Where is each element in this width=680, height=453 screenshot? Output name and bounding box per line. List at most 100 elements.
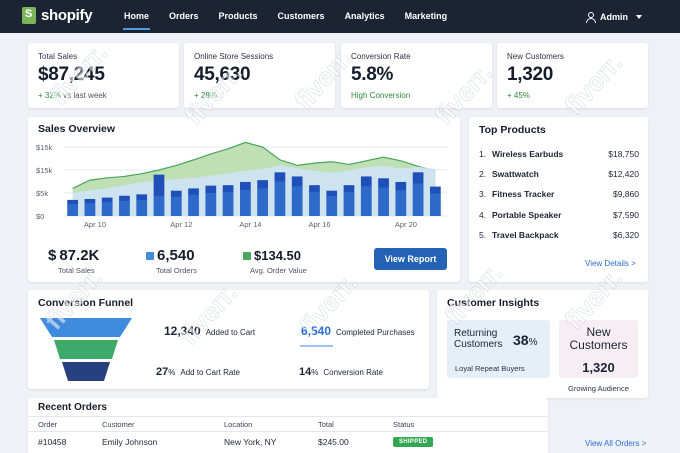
sales-bar-light <box>188 194 199 216</box>
sales-bar-light <box>412 183 424 216</box>
sales-bar-light <box>136 199 148 216</box>
sales-bar-light <box>153 195 165 216</box>
returning-customers-label: Returning Customers <box>454 328 503 350</box>
sales-bar-light <box>343 192 355 216</box>
returning-customers-stat: 38% <box>513 332 537 348</box>
divider <box>28 431 548 432</box>
product-revenue: $18,750 <box>608 149 639 159</box>
sales-bar-light <box>291 186 303 216</box>
sales-bar-light <box>378 187 389 216</box>
kpi-value: 5.8% <box>351 64 394 85</box>
column-header-total[interactable]: Total <box>318 420 334 429</box>
y-tick-label: $15k <box>36 143 53 152</box>
add-to-cart-rate-value: 27 <box>156 366 169 378</box>
funnel-middle-stage <box>54 340 118 359</box>
kpi-value: 1,320 <box>507 64 554 85</box>
sales-bar-light <box>360 186 372 216</box>
plus-icon: + <box>194 91 199 100</box>
kpi-label: Total Sales <box>38 52 78 61</box>
recent-orders-card: Recent Orders Order Customer Location To… <box>28 398 548 453</box>
product-rank: 2. <box>479 169 487 179</box>
user-menu[interactable]: Admin <box>585 0 642 33</box>
view-report-button[interactable]: View Report <box>374 248 447 270</box>
list-item[interactable]: 3. Fitness Tracker $9,860 <box>479 189 639 199</box>
product-name: Fitness Tracker <box>492 189 555 199</box>
sales-bar-light <box>205 193 217 216</box>
kpi-delta-value: 28% <box>200 91 217 100</box>
column-header-order[interactable]: Order <box>38 420 58 429</box>
sales-bar <box>343 185 355 216</box>
list-item[interactable]: 2. Swattwatch $12,420 <box>479 169 639 179</box>
blue-square-icon <box>146 251 154 260</box>
column-header-location[interactable]: Location <box>224 420 253 429</box>
percent-sign: % <box>168 368 176 377</box>
sales-bar-light <box>101 202 113 216</box>
kpi-card-total-sales[interactable]: Total Sales $87,245 + 32% vs last week <box>28 43 179 108</box>
column-header-customer[interactable]: Customer <box>102 420 135 429</box>
nav-customers[interactable]: Customers <box>277 11 325 21</box>
add-to-cart-rate-stat: 27% Add to Cart Rate <box>156 366 240 378</box>
list-item[interactable]: 4. Portable Speaker $7,590 <box>479 210 639 220</box>
sales-chart: $15k $15k $5k $0 Apr 10 Apr 12 Apr 14 Apr 16 Apr… <box>36 141 448 229</box>
kpi-card-conversion-rate[interactable]: Conversion Rate 5.8% High Conversion <box>341 43 492 108</box>
completed-purchases-label: Completed Purchases <box>336 328 415 337</box>
completed-purchases-stat: 6,540 Completed Purchases <box>301 324 415 338</box>
top-products-card: Top Products 1. Wireless Earbuds $18,750… <box>469 117 648 282</box>
product-rank: 3. <box>479 189 487 199</box>
card-title: Top Products <box>479 124 546 136</box>
y-tick-label: $0 <box>36 212 44 221</box>
total-sales-stat: $ 87.2K <box>48 247 99 264</box>
view-details-link[interactable]: View Details > <box>585 259 636 268</box>
sales-bar-light <box>240 189 251 216</box>
sales-bar <box>309 185 320 216</box>
product-revenue: $6,320 <box>613 230 639 240</box>
divider <box>300 345 333 347</box>
sales-bar <box>412 172 424 216</box>
customer-insights-card: Customer Insights Returning Customers 38… <box>437 290 648 398</box>
percent-sign: % <box>528 337 538 348</box>
sales-bar <box>101 197 113 216</box>
card-title: Customer Insights <box>447 297 540 309</box>
aov-stat: $134.50 <box>243 248 301 263</box>
sales-bar-light <box>395 190 407 216</box>
sales-bar <box>291 176 303 216</box>
new-customers-caption: Growing Audience <box>568 384 629 393</box>
product-name: Travel Backpack <box>492 230 559 240</box>
funnel-graphic <box>40 318 132 381</box>
sales-bar-light <box>84 203 96 216</box>
conversion-rate-value: 14 <box>299 366 312 378</box>
kpi-delta: + 45% <box>507 91 530 100</box>
x-tick-label: Apr 10 <box>84 220 106 229</box>
user-name: Admin <box>600 11 628 22</box>
kpi-card-new-customers[interactable]: New Customers 1,320 + 45% <box>497 43 648 108</box>
kpi-value: 45,630 <box>194 64 251 85</box>
total-orders-value: 6,540 <box>157 247 195 264</box>
sales-bar-light <box>326 196 338 216</box>
nav-marketing[interactable]: Marketing <box>404 11 448 21</box>
green-square-icon <box>243 251 251 260</box>
kpi-card-sessions[interactable]: Online Store Sessions 45,630 + 28% <box>184 43 335 108</box>
product-rank: 1. <box>479 149 487 159</box>
order-id: #10458 <box>38 437 67 447</box>
aov-value: $134.50 <box>254 248 301 263</box>
list-item[interactable]: 1. Wireless Earbuds $18,750 <box>479 149 639 159</box>
column-header-status[interactable]: Status <box>393 420 415 429</box>
x-tick-label: Apr 12 <box>170 220 192 229</box>
list-item[interactable]: 5. Travel Backpack $6,320 <box>479 230 639 240</box>
added-to-cart-stat: 12,340 Added to Cart <box>164 324 255 338</box>
nav-analytics[interactable]: Analytics <box>344 11 385 21</box>
nav-home[interactable]: Home <box>114 0 159 33</box>
conversion-rate-label: Conversion Rate <box>323 368 383 377</box>
sales-bar-light <box>257 188 268 216</box>
funnel-top-stage <box>40 318 132 337</box>
percent-sign: % <box>311 368 319 377</box>
product-name: Swattwatch <box>492 169 539 179</box>
plus-icon: + <box>38 91 43 100</box>
sales-bar <box>222 185 234 216</box>
nav-orders[interactable]: Orders <box>169 11 199 21</box>
nav-products[interactable]: Products <box>218 11 258 21</box>
shopify-logo[interactable]: shopify <box>22 7 93 24</box>
sales-bar <box>84 198 96 216</box>
card-title: Conversion Funnel <box>38 297 134 309</box>
view-all-orders-link[interactable]: View All Orders > <box>585 439 647 448</box>
